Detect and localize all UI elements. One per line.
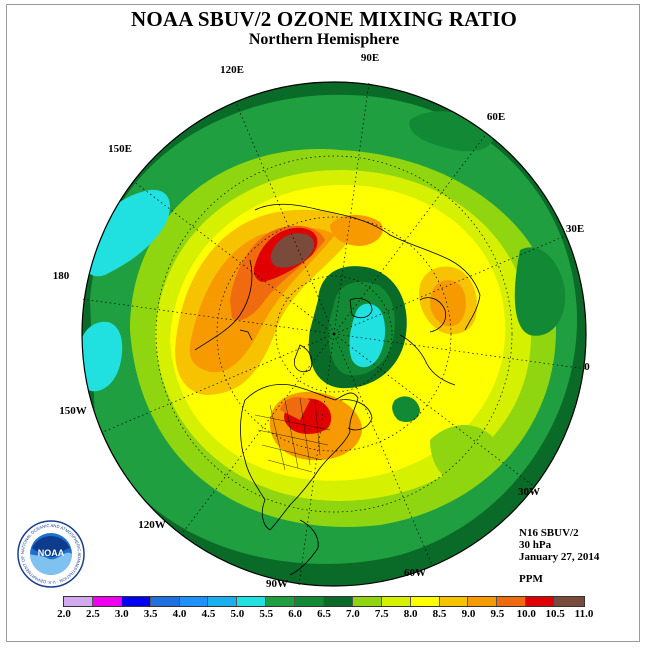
colorbar-tick-label: 4.5 [201, 608, 216, 620]
lon-label-60w: 60W [404, 567, 426, 579]
colorbar-swatch [121, 597, 151, 606]
lon-label-150w: 150W [59, 405, 87, 417]
colorbar-tick-label: 2.0 [57, 608, 71, 620]
figure-frame [6, 4, 640, 642]
colorbar-tick-label: 3.5 [143, 608, 158, 620]
colorbar-tick-label: 8.5 [432, 608, 447, 620]
colorbar-tick-label: 7.5 [374, 608, 389, 620]
page-subtitle: Northern Hemisphere [248, 31, 400, 48]
lon-label-30e: 30E [566, 223, 584, 235]
date-label: January 27, 2014 [519, 551, 600, 563]
colorbar-tick-label: 6.5 [317, 608, 331, 620]
colorbar-tick-label: 10.5 [545, 608, 565, 620]
colorbar-swatch [555, 597, 584, 606]
colorbar-swatch [324, 597, 353, 606]
colorbar-swatch [381, 597, 411, 606]
colorbar-swatch [64, 597, 93, 606]
colorbar-swatch [439, 597, 469, 606]
colorbar-tick-label: 3.0 [114, 608, 129, 620]
colorbar-tick-label: 8.0 [403, 608, 418, 620]
colorbar [63, 596, 585, 607]
colorbar-swatch [497, 597, 527, 606]
lon-label-180: 180 [53, 270, 70, 282]
units-label: PPM [519, 573, 543, 585]
lon-label-150e: 150E [108, 143, 132, 155]
lon-label-90w: 90W [266, 578, 288, 590]
lon-label-120e: 120E [220, 64, 244, 76]
colorbar-tick-label: 4.0 [172, 608, 187, 620]
map-border [81, 81, 587, 587]
colorbar-swatch [266, 597, 296, 606]
colorbar-tick-label: 11.0 [574, 608, 594, 620]
lon-label-60e: 60E [487, 111, 505, 123]
colorbar-swatch [295, 597, 324, 606]
colorbar-swatch [526, 597, 556, 606]
coastlines [194, 203, 481, 576]
colorbar-swatch [352, 597, 382, 606]
colorbar-tick-label: 7.0 [346, 608, 360, 620]
state-boundaries [254, 397, 331, 473]
graticule [81, 82, 587, 586]
lon-label-120w: 120W [138, 519, 166, 531]
colorbar-tick-label: 9.0 [461, 608, 476, 620]
colorbar-swatch [208, 597, 238, 606]
lon-label-0: 0 [584, 361, 590, 373]
lon-label-90e: 90E [361, 52, 379, 64]
colorbar-swatch [179, 597, 209, 606]
level-label: 30 hPa [519, 539, 552, 551]
colorbar-swatch [92, 597, 122, 606]
page-title: NOAA SBUV/2 OZONE MIXING RATIO [131, 7, 517, 31]
colorbar-tick-label: 5.5 [259, 608, 274, 620]
colorbar-swatch [468, 597, 498, 606]
instrument-label: N16 SBUV/2 [519, 527, 579, 539]
colorbar-tick-label: 2.5 [86, 608, 100, 620]
noaa-logo: NATIONAL OCEANIC AND ATMOSPHERIC ADMINIS… [17, 520, 85, 588]
colorbar-swatch [150, 597, 180, 606]
colorbar-swatch [410, 597, 440, 606]
colorbar-tick-label: 9.5 [490, 608, 505, 620]
colorbar-tick-label: 10.0 [516, 608, 536, 620]
colorbar-tick-label: 5.0 [230, 608, 245, 620]
lon-label-30w: 30W [518, 486, 540, 498]
colorbar-swatch [237, 597, 267, 606]
colorbar-tick-label: 6.0 [288, 608, 302, 620]
logo-text: NOAA [38, 548, 65, 558]
